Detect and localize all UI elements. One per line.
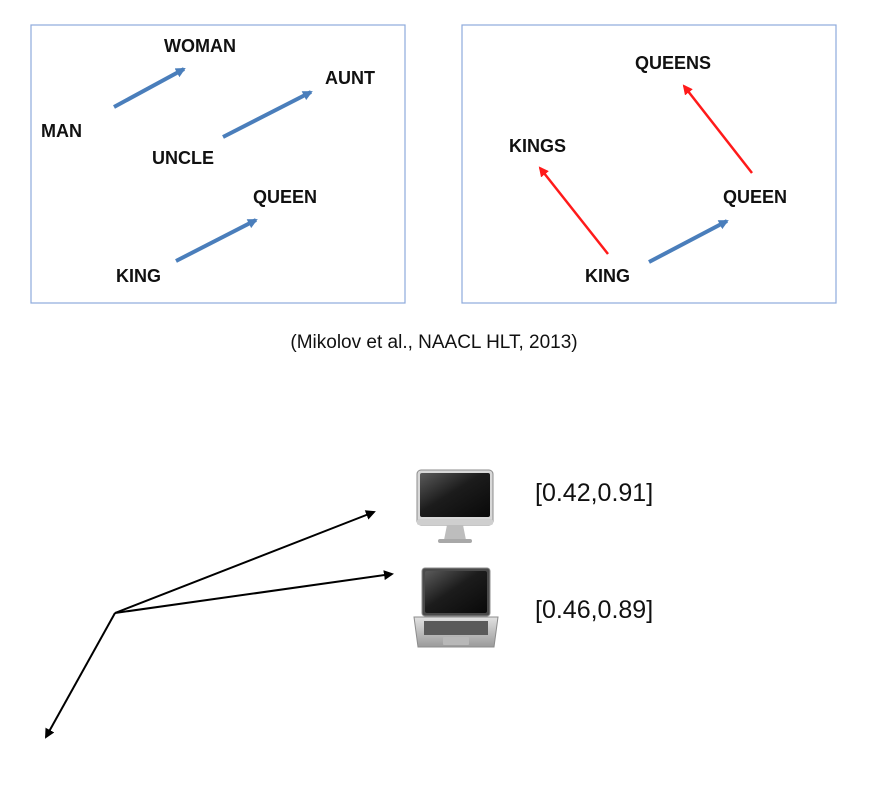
arrow-king-to-kings	[538, 166, 609, 255]
word-king-right: KING	[585, 266, 630, 286]
word-aunt: AUNT	[325, 68, 375, 88]
citation-caption: (Mikolov et al., NAACL HLT, 2013)	[290, 332, 577, 353]
word-queens: QUEENS	[635, 53, 711, 73]
arrow-origin-to-lower-left	[45, 612, 116, 739]
laptop-vector-label: [0.46,0.89]	[535, 596, 653, 624]
arrow-queen-to-queens	[682, 84, 753, 174]
word-king: KING	[116, 266, 161, 286]
word-kings: KINGS	[509, 136, 566, 156]
laptop-computer-icon	[413, 567, 499, 648]
arrow-origin-to-laptop	[114, 570, 394, 614]
arrow-uncle-to-aunt	[222, 90, 313, 139]
left-panel-frame	[30, 24, 406, 304]
desktop-vector-label: [0.42,0.91]	[535, 479, 653, 507]
right-analogy-panel: QUEENS KINGS QUEEN KING	[461, 24, 837, 304]
left-analogy-panel: WOMAN AUNT MAN UNCLE QUEEN KING	[30, 24, 406, 304]
word-queen-right: QUEEN	[723, 187, 787, 207]
vector-arrows	[45, 510, 394, 739]
arrow-origin-to-desktop	[114, 510, 376, 614]
word-woman: WOMAN	[164, 36, 236, 56]
right-panel-frame	[461, 24, 837, 304]
arrow-king-to-queen	[175, 218, 258, 263]
word-uncle: UNCLE	[152, 148, 214, 168]
word-queen: QUEEN	[253, 187, 317, 207]
arrow-man-to-woman	[113, 67, 186, 109]
desktop-computer-icon	[416, 469, 494, 543]
arrow-king-to-queen-right	[648, 219, 729, 264]
word-man: MAN	[41, 121, 82, 141]
